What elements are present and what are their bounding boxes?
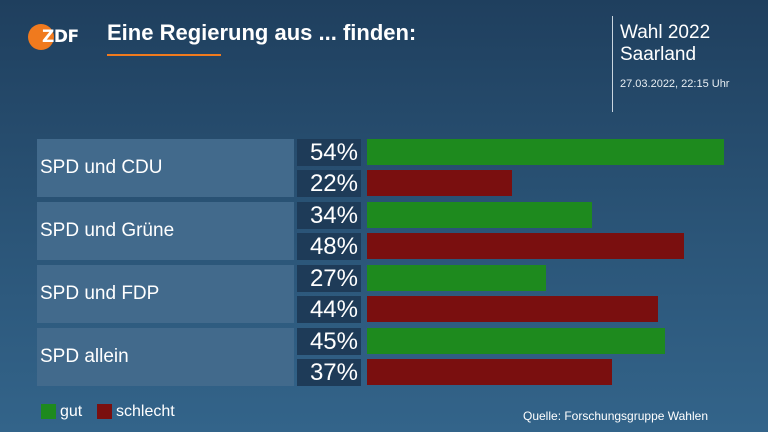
- bar-gut: [367, 139, 724, 165]
- legend-swatch-schlecht: [97, 404, 112, 419]
- election-region: Saarland: [620, 44, 697, 65]
- bar-gut: [367, 265, 546, 291]
- data-label-schlecht: 37%: [297, 359, 361, 386]
- data-label-gut: 34%: [297, 202, 361, 229]
- title-underline: [107, 54, 221, 56]
- zdf-logo-text: ZDF: [42, 27, 79, 47]
- legend-label-gut: gut: [60, 403, 83, 420]
- election-name: Wahl 2022: [620, 22, 711, 43]
- legend-swatch-gut: [41, 404, 56, 419]
- data-label-schlecht: 44%: [297, 296, 361, 323]
- bar-schlecht: [367, 233, 684, 259]
- bar-schlecht: [367, 296, 658, 322]
- data-label-schlecht: 22%: [297, 170, 361, 197]
- election-info: Wahl 2022 Saarland: [620, 22, 710, 66]
- category-label: SPD allein: [37, 328, 294, 386]
- chart-title: Eine Regierung aus ... finden:: [107, 20, 417, 45]
- source-note: Quelle: Forschungsgruppe Wahlen: [523, 409, 708, 423]
- data-label-schlecht: 48%: [297, 233, 361, 260]
- bar-schlecht: [367, 170, 512, 196]
- zdf-logo: ZDF: [28, 24, 80, 50]
- timestamp: 27.03.2022, 22:15 Uhr: [620, 78, 730, 90]
- category-label: SPD und FDP: [37, 265, 294, 323]
- header-divider: [612, 16, 613, 112]
- data-label-gut: 54%: [297, 139, 361, 166]
- category-label: SPD und CDU: [37, 139, 294, 197]
- legend-label-schlecht: schlecht: [116, 403, 175, 420]
- zdf-logo-circle: [28, 24, 54, 50]
- bar-schlecht: [367, 359, 612, 385]
- category-label: SPD und Grüne: [37, 202, 294, 260]
- data-label-gut: 27%: [297, 265, 361, 292]
- bar-gut: [367, 328, 665, 354]
- bar-gut: [367, 202, 592, 228]
- data-label-gut: 45%: [297, 328, 361, 355]
